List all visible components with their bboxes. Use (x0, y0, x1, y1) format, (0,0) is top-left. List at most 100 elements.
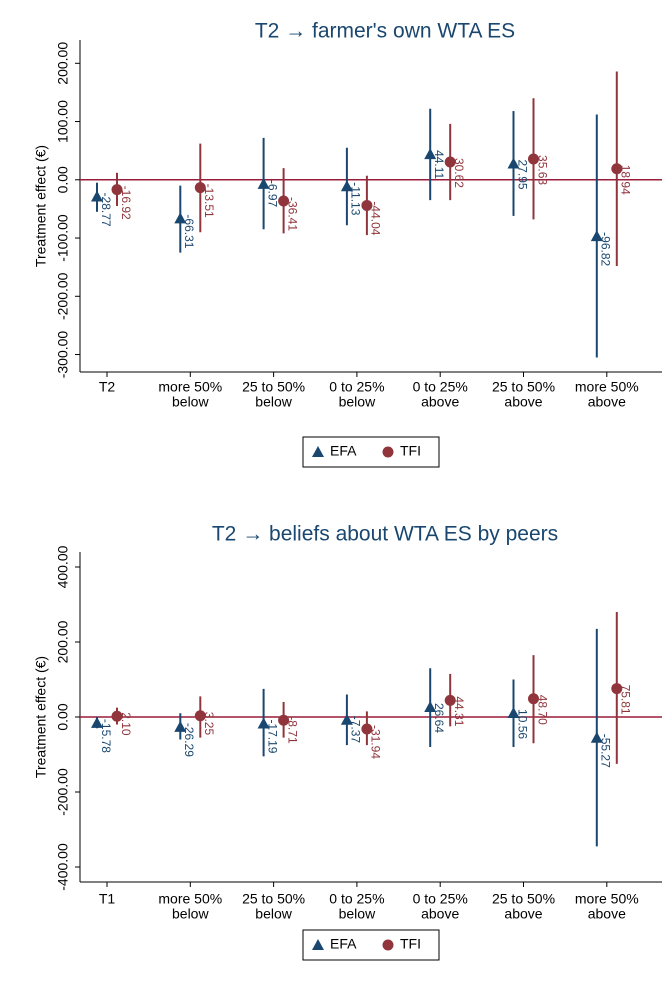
value-label: 18.94 (619, 165, 633, 195)
value-label: -11.13 (349, 182, 363, 215)
x-tick-label: below (172, 394, 209, 410)
marker (174, 720, 187, 732)
marker (590, 230, 603, 242)
x-tick-label: 25 to 50% (242, 891, 305, 907)
chart-title: T2 → beliefs about WTA ES by peers (212, 523, 558, 546)
marker (194, 710, 206, 722)
x-tick-label: more 50% (575, 891, 639, 907)
x-tick-label: 0 to 25% (413, 891, 468, 907)
value-label: 27.95 (515, 160, 529, 190)
y-tick-label: 100.00 (55, 100, 71, 143)
marker (528, 693, 539, 705)
marker (361, 199, 373, 211)
value-label: -28.77 (99, 193, 113, 227)
value-label: 48.70 (535, 695, 549, 725)
value-label: 2.10 (119, 712, 133, 736)
y-axis-label: Treatment effect (€) (33, 145, 49, 267)
value-label: 75.81 (619, 685, 633, 715)
marker (111, 710, 123, 722)
x-tick-label: 25 to 50% (242, 379, 305, 395)
legend-label: TFI (400, 443, 421, 459)
marker (194, 182, 206, 194)
y-tick-label: -200.00 (55, 768, 71, 816)
value-label: -96.82 (599, 232, 613, 266)
y-tick-label: -200.00 (55, 272, 71, 320)
marker (611, 683, 623, 695)
marker (507, 707, 520, 719)
marker (361, 723, 373, 735)
value-label: 44.31 (452, 696, 466, 726)
value-label: -17.19 (265, 719, 279, 753)
marker (278, 714, 290, 726)
marker (91, 716, 103, 728)
value-label: -16.92 (119, 186, 133, 220)
x-tick-label: above (588, 906, 626, 922)
value-label: -66.31 (182, 214, 196, 248)
marker (111, 184, 123, 196)
x-tick-label: below (255, 906, 292, 922)
marker (257, 717, 270, 729)
chart-title: T2 → farmer's own WTA ES (255, 20, 515, 43)
value-label: -6.97 (265, 180, 279, 208)
x-tick-label: 0 to 25% (413, 379, 468, 395)
value-label: 10.56 (515, 709, 529, 739)
value-label: -8.71 (285, 716, 299, 744)
value-label: 3.25 (202, 712, 216, 736)
y-tick-label: 200.00 (55, 42, 71, 85)
y-tick-label: -100.00 (55, 214, 71, 262)
y-axis-label: Treatment effect (€) (33, 656, 49, 778)
y-tick-label: 200.00 (55, 620, 71, 663)
x-tick-label: more 50% (575, 379, 639, 395)
legend-label: EFA (330, 936, 357, 952)
x-tick-label: above (504, 394, 542, 410)
x-tick-label: above (421, 906, 459, 922)
value-label: -15.78 (99, 719, 113, 753)
x-tick-label: below (172, 906, 209, 922)
y-tick-label: 400.00 (55, 545, 71, 588)
x-tick-label: more 50% (158, 891, 222, 907)
value-label: 30.62 (452, 158, 466, 188)
y-tick-label: 0.00 (55, 703, 71, 730)
value-label: 44.11 (432, 150, 446, 179)
value-label: -13.51 (202, 184, 216, 218)
value-label: -31.94 (369, 725, 383, 759)
x-tick-label: below (255, 394, 292, 410)
x-tick-label: above (421, 394, 459, 410)
x-tick-label: 0 to 25% (329, 379, 384, 395)
marker (528, 153, 539, 165)
legend-box (302, 929, 440, 961)
marker (507, 157, 520, 169)
y-tick-label: 0.00 (55, 166, 71, 193)
marker (424, 148, 437, 160)
legend-label: TFI (400, 936, 421, 952)
x-tick-label: 0 to 25% (329, 891, 384, 907)
value-label: 26.64 (432, 703, 446, 733)
value-label: -36.41 (285, 197, 299, 231)
x-tick-label: 25 to 50% (492, 379, 555, 395)
marker (257, 177, 270, 189)
x-tick-label: T1 (99, 891, 116, 907)
x-tick-label: 25 to 50% (492, 891, 555, 907)
legend-marker (382, 939, 394, 951)
value-label: -55.27 (599, 734, 613, 768)
value-label: -7.37 (349, 716, 363, 744)
x-tick-label: above (588, 394, 626, 410)
marker (590, 731, 603, 743)
marker (174, 212, 187, 224)
y-tick-label: -400.00 (55, 843, 71, 891)
marker (444, 156, 456, 168)
marker (278, 195, 290, 207)
y-tick-label: -300.00 (55, 331, 71, 379)
marker (611, 163, 623, 175)
marker (340, 180, 353, 192)
value-label: -44.04 (369, 201, 383, 235)
value-label: 35.63 (535, 155, 549, 185)
legend-box (302, 436, 440, 468)
marker (424, 701, 437, 713)
marker (91, 190, 103, 202)
legend-marker (312, 446, 324, 457)
legend-label: EFA (330, 443, 357, 459)
x-tick-label: T2 (99, 379, 116, 395)
x-tick-label: below (339, 394, 376, 410)
